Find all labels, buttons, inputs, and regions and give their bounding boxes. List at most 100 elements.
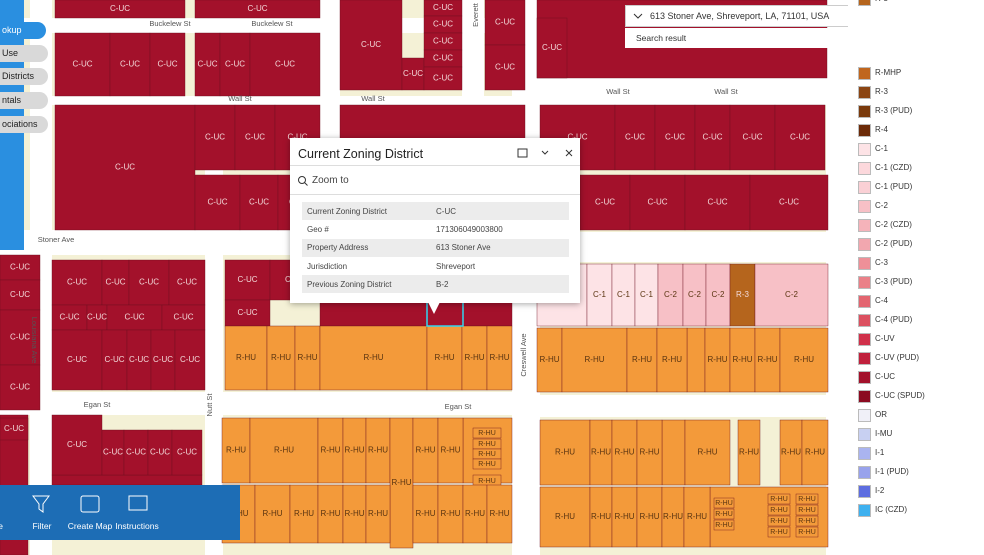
dropdown-icon[interactable] [628, 6, 648, 26]
road [0, 18, 540, 33]
parcel-label: R-HU [715, 500, 733, 507]
instructions-icon[interactable] [128, 495, 148, 511]
parcel-label: C-UC [105, 355, 125, 364]
parcel [579, 174, 631, 231]
parcel-label: C-UC [177, 278, 197, 287]
legend-label: C-2 (PUD) [875, 239, 913, 248]
parcel-label: R-HU [368, 446, 388, 455]
dock-icon[interactable] [517, 148, 528, 158]
parcel [729, 327, 756, 393]
parcel [729, 104, 776, 171]
popup-title: Current Zoning District [298, 147, 424, 161]
parcel [654, 104, 696, 171]
parcel [767, 493, 791, 505]
legend-swatch [858, 447, 871, 460]
legend-swatch [858, 238, 871, 251]
parcel [150, 329, 176, 391]
parcel-label: C-1 [593, 290, 606, 299]
parcel-label: C-UC [87, 313, 107, 322]
parcel-label: R-HU [798, 496, 816, 503]
parcel-label: R-HU [640, 448, 660, 457]
parcel [683, 486, 711, 548]
popup-row: Property Address 613 Stoner Ave [302, 238, 569, 257]
parcel [365, 417, 391, 484]
legend-label: I-MU [875, 429, 893, 438]
menu-item[interactable]: Use [0, 45, 48, 62]
parcel [339, 0, 403, 91]
street-label: Buckelew St [251, 19, 293, 28]
parcel [149, 32, 186, 97]
menu-item[interactable]: ociations [0, 116, 48, 133]
toolbar-button[interactable]: re [0, 521, 3, 531]
parcel [194, 174, 241, 231]
parcel [174, 329, 206, 391]
parcel-label: C-UC [174, 313, 194, 322]
parcel [437, 417, 464, 484]
parcel [266, 325, 296, 391]
parcel [795, 526, 819, 538]
legend-swatch [858, 181, 871, 194]
parcel [423, 66, 463, 91]
parcel [754, 263, 829, 327]
parcel-label: R-HU [294, 509, 314, 518]
street-label: Nutt St [205, 393, 214, 417]
toolbar-icons [32, 495, 148, 513]
toolbar-button[interactable]: Instructions [115, 521, 159, 531]
collapse-icon[interactable] [541, 150, 549, 155]
parcel-label: C-UC [10, 383, 30, 392]
divider [290, 165, 580, 166]
parcel [437, 484, 464, 544]
menu-item[interactable]: Districts [0, 68, 48, 85]
parcel-label: R-HU [465, 509, 485, 518]
legend-swatch [858, 409, 871, 422]
filter-icon[interactable] [32, 495, 50, 513]
parcel [194, 0, 321, 19]
parcel [54, 0, 186, 19]
legend-label: C-UV [875, 334, 895, 343]
parcel-label: R-HU [733, 355, 753, 364]
parcel [54, 32, 111, 97]
parcel-label: R-HU [226, 446, 246, 455]
parcel-label: C-UC [110, 4, 130, 13]
menu-item[interactable]: okup [0, 22, 46, 39]
road [30, 0, 52, 555]
parcel-label: C-UC [790, 133, 810, 142]
parcel [426, 325, 463, 391]
parcel [767, 515, 791, 527]
legend-swatch [858, 219, 871, 232]
parcel-label: C-UC [120, 60, 140, 69]
legend-label: C-1 (CZD) [875, 163, 912, 172]
parcel [694, 104, 731, 171]
parcel-label: R-HU [441, 446, 461, 455]
parcel [536, 17, 568, 79]
parcel [737, 419, 761, 486]
parcel [767, 526, 791, 538]
street-label: Creswell Ave [519, 333, 528, 376]
parcel-label: C-UC [542, 43, 562, 52]
parcel-label: R-HU [271, 353, 291, 362]
parcel-label: R-HU [392, 478, 412, 487]
parcel [254, 484, 291, 544]
toolbar-button[interactable]: Filter [32, 521, 52, 531]
parcel-label: C-UC [665, 133, 685, 142]
parcel-label: R-HU [781, 448, 801, 457]
parcel [412, 484, 439, 544]
parcel-label: R-HU [798, 518, 816, 525]
create-map-icon[interactable] [80, 495, 100, 513]
parcel-label: R-HU [490, 509, 510, 518]
parcel-label: C-UC [361, 40, 381, 49]
popup-row: Previous Zoning District B-2 [302, 275, 569, 294]
toolbar-button[interactable]: Create Map [67, 521, 113, 531]
parcel [472, 458, 502, 470]
legend: R-3 R-MHP R-3 R-3 (PUD) R-4 C-1 C-1 (CZD) C-1 (… [848, 0, 984, 555]
close-icon[interactable] [565, 149, 573, 157]
legend-swatch [858, 143, 871, 156]
parcel-label: R-HU [321, 509, 341, 518]
parcel-label: C-UC [177, 448, 197, 457]
zoom-to[interactable]: Zoom to [312, 175, 349, 186]
parcel [168, 259, 206, 306]
legend-label: I-2 [875, 486, 885, 495]
menu-item[interactable]: ntals [0, 92, 48, 109]
parcel-label: C-UC [115, 163, 135, 172]
parcel [147, 429, 173, 476]
